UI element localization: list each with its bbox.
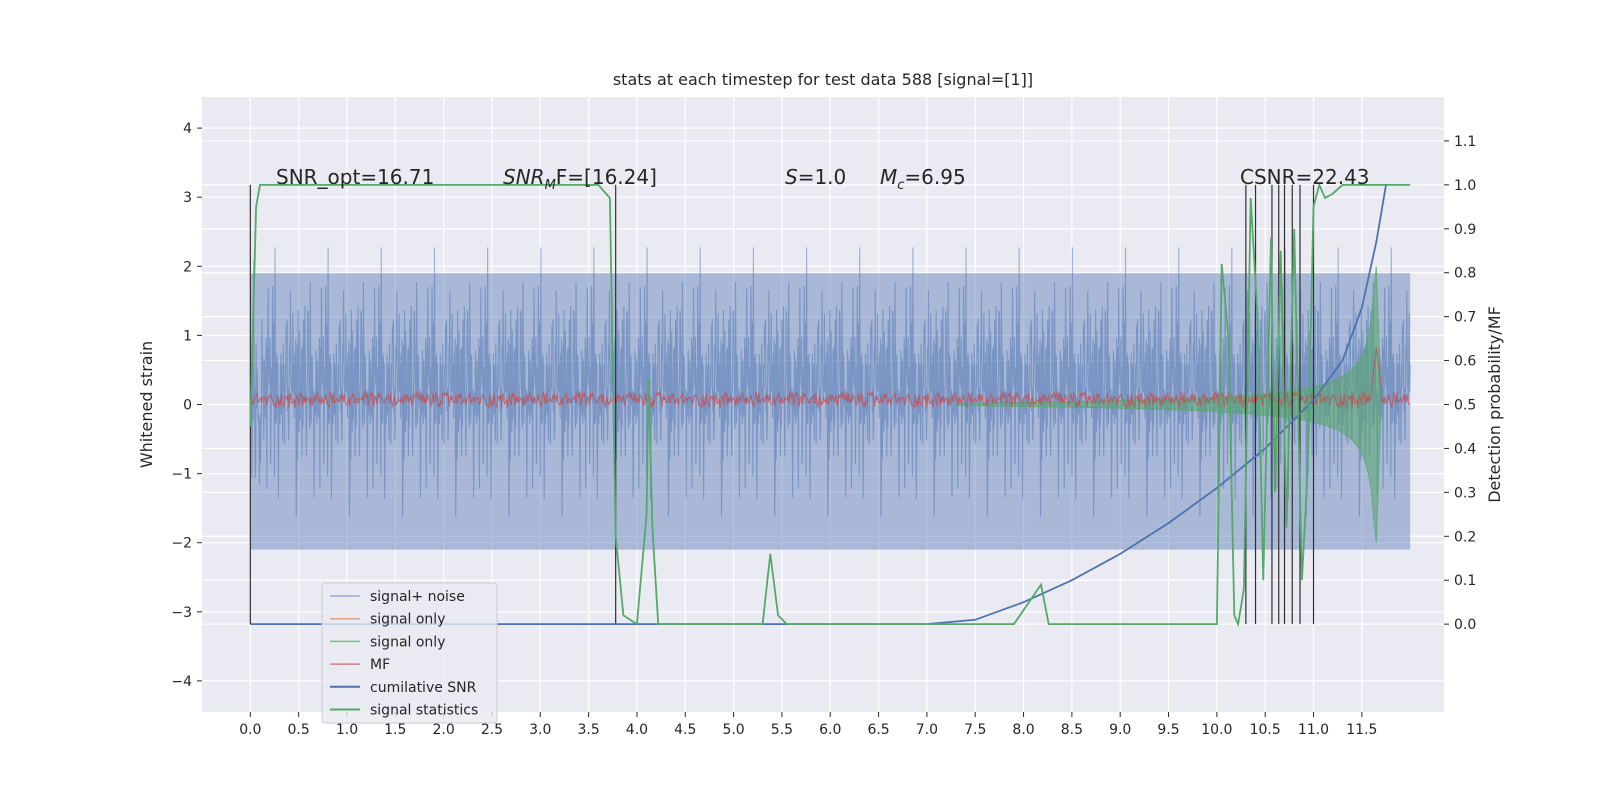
x-tick-label: 3.0 [529,722,551,738]
mc-value: =6.95 [904,165,965,189]
x-tick-label: 5.5 [771,722,793,738]
y-tick-label: 0 [183,398,192,414]
y-right-tick-label: 0.4 [1454,441,1476,457]
x-tick-label: 9.5 [1157,722,1179,738]
legend-label: signal statistics [370,703,478,719]
csnr-annotation: CSNR=22.43 [1240,165,1370,189]
y-tick-label: −2 [171,536,192,552]
x-tick-label: 1.0 [336,722,358,738]
legend-label: MF [370,657,390,673]
y-axis-label: Whitened strain [137,341,156,468]
x-tick-label: 2.0 [433,722,455,738]
signal-only-series [955,266,1382,543]
x-tick-label: 8.5 [1061,722,1083,738]
snr-mf-value: F=[16.24] [556,165,657,189]
legend-label: signal+ noise [370,589,465,605]
cumulative-snr-line [250,184,1387,625]
x-tick-label: 10.5 [1250,722,1281,738]
x-tick-label: 8.0 [1012,722,1034,738]
mc-annotation: Mc=6.95 [880,165,966,193]
snr-mf-annotation: SNRMF=[16.24] [503,165,657,193]
x-tick-label: 11.5 [1346,722,1377,738]
x-tick-label: 5.0 [722,722,744,738]
x-tick-label: 7.0 [916,722,938,738]
legend-label: signal only [370,634,445,650]
y-right-tick-label: 1.0 [1454,178,1476,194]
y-right-tick-label: 0.1 [1454,573,1476,589]
x-tick-label: 4.0 [626,722,648,738]
snr-opt-annotation: SNR_opt=16.71 [276,165,434,189]
signal-only-envelope [955,266,1382,543]
y-right-tick-label: 0.0 [1454,617,1476,633]
snr-mf-subscript: M [545,178,556,193]
y-tick-label: 3 [183,190,192,206]
x-tick-label: 1.5 [384,722,406,738]
mc-subscript: c [897,178,904,193]
legend: signal+ noise signal only signal only MF cum… [321,582,498,724]
signal-statistics-series [249,182,1411,628]
x-tick-label: 10.0 [1201,722,1232,738]
annotations: SNR_opt=16.71 SNRMF=[16.24] S=1.0 Mc=6.9… [276,165,1370,193]
x-tick-label: 7.5 [964,722,986,738]
x-tick-label: 3.5 [577,722,599,738]
y-right-tick-label: 0.5 [1454,398,1476,414]
legend-label: signal only [370,612,445,628]
y-tick-label: 4 [183,121,192,137]
s-symbol: S [785,165,798,189]
y-tick-label: −3 [171,605,192,621]
y-right-tick-label: 0.2 [1454,529,1476,545]
x-tick-label: 2.5 [481,722,503,738]
signal-noise-line [249,247,1411,517]
x-tick-label: 0.5 [288,722,310,738]
mf-series [249,347,1411,410]
vertical-markers [249,184,1315,625]
x-tick-label: 6.0 [819,722,841,738]
mc-symbol: M [880,165,897,189]
y-right-tick-label: 0.8 [1454,266,1476,282]
y-right-tick-label: 1.1 [1454,134,1476,150]
x-tick-label: 0.0 [239,722,261,738]
y-tick-label: 1 [183,328,192,344]
s-annotation: S=1.0 [785,165,846,189]
axis-ticks: 0.0 0.5 1.0 1.5 2.0 2.5 3.0 3.5 4.0 4.5 5.0 5.5 6.0 6… [171,121,1476,738]
signal-statistics-line [249,182,1411,628]
legend-box [321,582,498,724]
y-right-tick-label: 0.7 [1454,310,1476,326]
y-tick-label: −4 [171,674,192,690]
y-tick-label: 2 [183,259,192,275]
cumulative-snr-series [250,184,1387,625]
x-tick-label: 9.0 [1109,722,1131,738]
y-tick-label: −1 [171,467,192,483]
x-tick-label: 6.5 [867,722,889,738]
s-value: =1.0 [798,165,847,189]
y-right-tick-label: 0.6 [1454,354,1476,370]
y-right-axis-label: Detection probability/MF [1485,306,1504,503]
snr-mf-symbol: SNR [503,165,545,189]
x-tick-label: 11.0 [1298,722,1329,738]
legend-label: cumilative SNR [370,680,477,696]
x-tick-label: 4.5 [674,722,696,738]
y-right-tick-label: 0.3 [1454,485,1476,501]
mf-line [249,347,1411,410]
chart-title: stats at each timestep for test data 588… [613,70,1033,89]
y-right-tick-label: 0.9 [1454,222,1476,238]
